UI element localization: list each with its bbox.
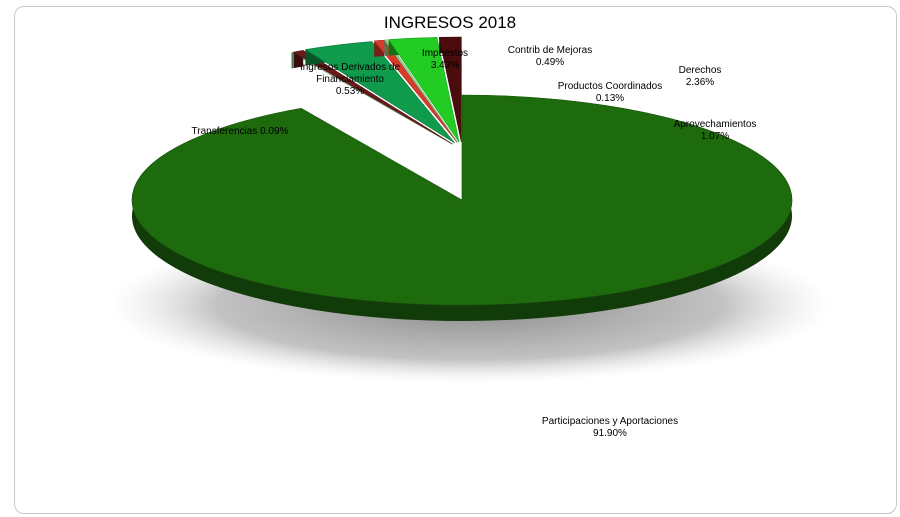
- pie-slice-impuestos: [304, 41, 456, 144]
- pie-slice-aprovechamientos: [438, 36, 462, 143]
- slice-label-transferencias: Transferencias 0.09%: [191, 126, 289, 137]
- slice-label-contrib-de-mejoras: Contrib de Mejoras 0.49%: [507, 45, 593, 68]
- chart-title: INGRESOS 2018: [383, 13, 517, 32]
- pie-slice-top-ingresos-derivados-de-financiamiento: [292, 50, 453, 145]
- slice-label-productos-coordinados: Productos Coordinados 0.13%: [557, 81, 663, 104]
- pie-slice-derechos: [388, 37, 460, 143]
- slice-label-ingresos-derivados-de-financiamiento: Ingresos Derivados de Financiamiento 0.5…: [299, 62, 401, 97]
- pie-slice-transferencias: [290, 51, 453, 145]
- pie-slice-top-transferencias: [290, 51, 453, 145]
- slice-label-derechos: Derechos 2.36%: [678, 65, 722, 88]
- pie-slice-ingresos-derivados-de-financiamiento: [292, 50, 453, 145]
- slice-label-impuestos: Impuestos 3.43%: [421, 48, 469, 71]
- pie-slice-top-participaciones-y-aportaciones: [131, 94, 793, 306]
- pie-slice-side-transferencias: [291, 52, 294, 69]
- pie-slice-top-contrib-de-mejoras: [373, 39, 458, 143]
- slice-label-aprovechamientos: Aprovechamientos 1.07%: [673, 119, 757, 142]
- pie-slice-top-productos-coordinados: [383, 39, 458, 143]
- pie-slice-productos-coordinados: [383, 39, 458, 143]
- slice-label-participaciones-y-aportaciones: Participaciones y Aportaciones 91.90%: [541, 416, 679, 439]
- pie-slice-top-aprovechamientos: [438, 36, 462, 143]
- pie-slice-participaciones-y-aportaciones: [131, 94, 793, 321]
- pie-slice-top-impuestos: [304, 41, 456, 144]
- pie-slice-top-derechos: [388, 37, 460, 143]
- pie-slice-contrib-de-mejoras: [373, 39, 458, 143]
- pie-slice-side-productos-coordinados: [384, 39, 388, 57]
